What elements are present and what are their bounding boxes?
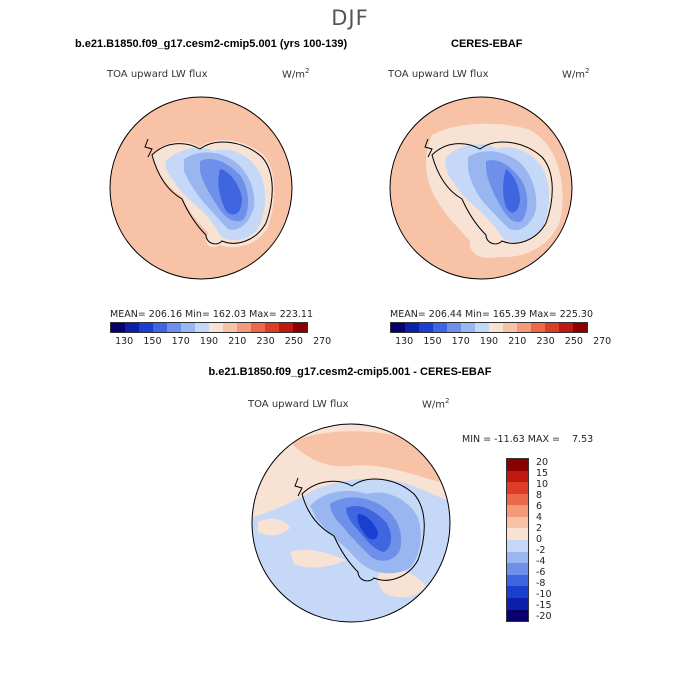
colorbar-tick-label: 190 (199, 336, 219, 347)
colorbar-swatch (293, 323, 307, 332)
colorbar-tick-label: 170 (451, 336, 470, 347)
diff-colorbar-labels: 20 15 10 8 6 4 2 0 -2 -4 -6 -8 -10 -15 -20 (536, 457, 576, 622)
model-colorbar (110, 322, 308, 333)
diff-units-label: W/m2 (422, 397, 450, 411)
colorbar-tick-label: 250 (564, 336, 583, 347)
colorbar-swatch (507, 459, 528, 471)
colorbar-swatch (419, 323, 433, 332)
colorbar-swatch (111, 323, 125, 332)
colorbar-swatch (507, 528, 528, 541)
colorbar-tick-label: 210 (228, 336, 247, 347)
colorbar-tick-label: 250 (284, 336, 303, 347)
colorbar-tick-label: 10 (536, 479, 549, 491)
colorbar-swatch (125, 323, 139, 332)
colorbar-swatch (405, 323, 419, 332)
colorbar-tick-label: 20 (536, 457, 549, 469)
colorbar-swatch (517, 323, 531, 332)
obs-panel-title: CERES-EBAF (451, 38, 523, 50)
colorbar-swatch (153, 323, 167, 332)
colorbar-tick-label: 170 (171, 336, 190, 347)
colorbar-tick-label: 190 (479, 336, 499, 347)
colorbar-swatch (507, 493, 528, 506)
colorbar-swatch (181, 323, 195, 332)
colorbar-tick-label: 15 (536, 468, 549, 480)
colorbar-tick-label: 0 (536, 534, 543, 545)
obs-stats: MEAN= 206.44 Min= 165.39 Max= 225.30 (390, 309, 594, 320)
colorbar-swatch (167, 323, 181, 332)
colorbar-swatch (507, 551, 528, 564)
diff-polar-map (251, 423, 451, 623)
colorbar-swatch (475, 323, 489, 332)
colorbar-tick-label: -20 (536, 610, 552, 622)
colorbar-tick-label: 230 (536, 336, 555, 347)
colorbar-tick-label: 2 (536, 523, 543, 535)
colorbar-tick-label: 6 (536, 501, 543, 513)
colorbar-tick-label: 130 (395, 336, 414, 347)
colorbar-swatch (507, 540, 528, 552)
diff-variable-label: TOA upward LW flux (248, 399, 349, 410)
obs-units-label: W/m2 (562, 67, 590, 81)
colorbar-tick-label: -15 (536, 599, 552, 611)
colorbar-tick-label: 150 (143, 336, 162, 347)
model-polar-map (109, 96, 293, 280)
colorbar-swatch (461, 323, 475, 332)
colorbar-tick-label: 270 (313, 336, 332, 347)
colorbar-swatch (507, 574, 528, 587)
colorbar-tick-label: 130 (115, 336, 134, 347)
colorbar-swatch (559, 323, 573, 332)
colorbar-swatch (507, 609, 528, 622)
colorbar-tick-label: 230 (256, 336, 275, 347)
diff-panel-title: b.e21.B1850.f09_g17.cesm2-cmip5.001 - CE… (208, 366, 492, 378)
colorbar-swatch (279, 323, 293, 332)
colorbar-swatch (507, 586, 528, 598)
colorbar-tick-label: -2 (536, 544, 546, 556)
colorbar-swatch (391, 323, 405, 332)
model-colorbar-labels: 130 150 170 190 210 230 250 270 (110, 336, 331, 348)
colorbar-tick-label: 210 (508, 336, 527, 347)
colorbar-swatch (447, 323, 461, 332)
colorbar-swatch (507, 470, 528, 483)
colorbar-swatch (507, 563, 528, 575)
colorbar-tick-label: -6 (536, 566, 546, 578)
colorbar-swatch (531, 323, 545, 332)
colorbar-swatch (507, 597, 528, 610)
colorbar-swatch (507, 516, 528, 529)
colorbar-tick-label: 4 (536, 512, 543, 524)
colorbar-swatch (195, 323, 209, 332)
obs-colorbar (390, 322, 588, 333)
colorbar-swatch (139, 323, 153, 332)
colorbar-swatch (209, 323, 223, 332)
colorbar-tick-label: 8 (536, 490, 543, 502)
colorbar-tick-label: 270 (593, 336, 612, 347)
colorbar-swatch (265, 323, 279, 332)
colorbar-swatch (507, 482, 528, 494)
model-panel-title: b.e21.B1850.f09_g17.cesm2-cmip5.001 (yrs… (75, 38, 348, 50)
model-stats: MEAN= 206.16 Min= 162.03 Max= 223.11 (110, 309, 314, 320)
figure-title: DJF (331, 6, 369, 30)
colorbar-swatch (223, 323, 237, 332)
colorbar-tick-label: -4 (536, 555, 546, 567)
colorbar-swatch (573, 323, 587, 332)
colorbar-tick-label: -10 (536, 588, 552, 600)
obs-variable-label: TOA upward LW flux (388, 69, 489, 80)
colorbar-swatch (545, 323, 559, 332)
obs-polar-map (389, 96, 573, 280)
colorbar-swatch (433, 323, 447, 332)
colorbar-swatch (237, 323, 251, 332)
diff-colorbar (506, 458, 529, 622)
obs-colorbar-labels: 130 150 170 190 210 230 250 270 (390, 336, 611, 348)
colorbar-tick-label: 150 (423, 336, 442, 347)
model-variable-label: TOA upward LW flux (107, 69, 208, 80)
colorbar-tick-label: -8 (536, 577, 546, 589)
colorbar-swatch (507, 505, 528, 517)
colorbar-swatch (251, 323, 265, 332)
diff-stats: MIN = -11.63 MAX = 7.53 (462, 434, 594, 445)
colorbar-swatch (503, 323, 517, 332)
model-units-label: W/m2 (282, 67, 310, 81)
colorbar-swatch (489, 323, 503, 332)
